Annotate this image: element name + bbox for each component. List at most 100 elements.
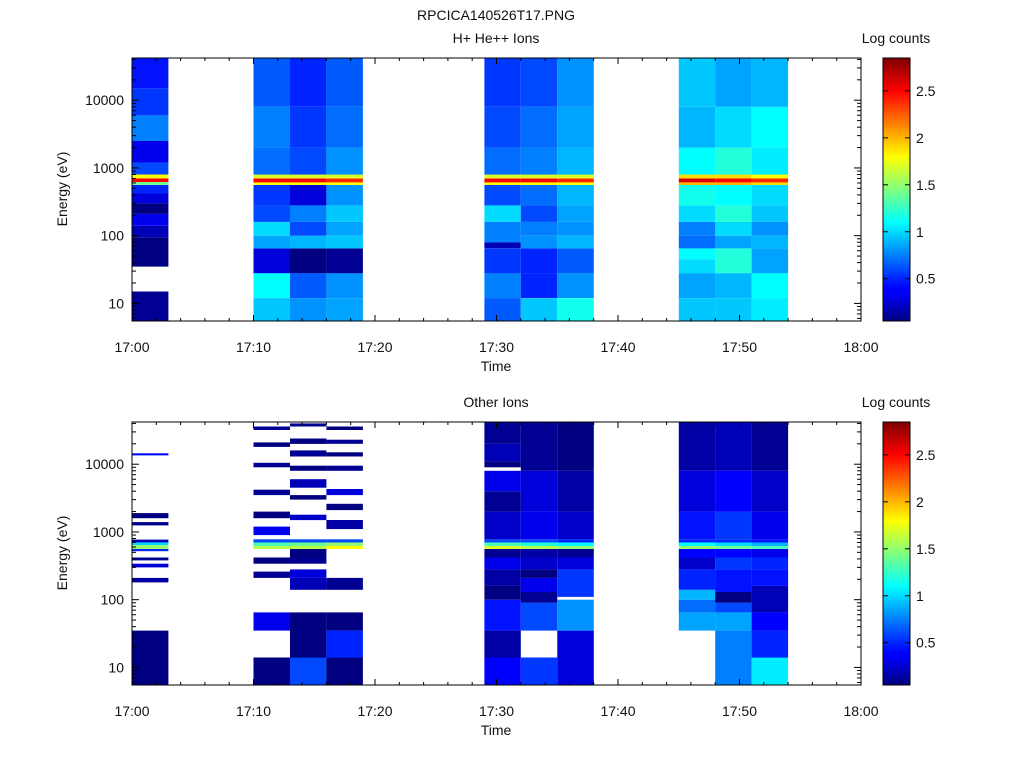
colorbar-tick-label: 2 — [916, 494, 924, 510]
heatmap-cell — [715, 511, 752, 540]
heatmap-cell — [132, 513, 169, 519]
heatmap-cell — [326, 657, 363, 685]
heatmap-cell — [290, 423, 327, 427]
heatmap-cell — [715, 592, 752, 603]
heatmap-cell — [520, 546, 558, 549]
heatmap-cell — [326, 106, 363, 148]
colorbar — [882, 421, 911, 686]
heatmap-cell — [751, 539, 789, 543]
heatmap-cell — [557, 58, 594, 107]
heatmap-cell — [484, 182, 521, 185]
heatmap-cell — [484, 470, 521, 492]
heatmap-cell — [326, 235, 363, 249]
heatmap-cell — [678, 542, 716, 546]
heatmap-cell — [253, 426, 290, 430]
heatmap-cell — [290, 273, 327, 298]
heatmap-cell — [751, 106, 789, 148]
heatmap-cell — [557, 147, 594, 175]
heatmap-cell — [290, 248, 327, 274]
heatmap-cell — [715, 422, 752, 471]
heatmap-cell — [484, 185, 521, 206]
heatmap-cell — [290, 465, 327, 471]
heatmap-cell — [132, 182, 169, 185]
y-tick-label: 10 — [108, 659, 124, 675]
heatmap-cell — [715, 298, 752, 321]
heatmap-cell — [751, 174, 789, 179]
heatmap-cell — [484, 298, 521, 321]
heatmap-cell — [520, 470, 558, 512]
heatmap-cell — [253, 248, 290, 274]
heatmap-cell — [557, 221, 594, 236]
x-tick-label: 17:20 — [357, 339, 392, 355]
heatmap-cell — [290, 178, 327, 183]
heatmap-cell — [751, 612, 789, 631]
heatmap-cell — [484, 273, 521, 298]
heatmap-cell — [557, 182, 594, 185]
heatmap-cell — [484, 461, 521, 468]
heatmap-cell — [678, 178, 716, 183]
heatmap-cell — [751, 511, 789, 540]
heatmap-cell — [290, 174, 327, 179]
colorbar-tick-label: 1 — [916, 224, 924, 240]
heatmap-cell — [132, 557, 169, 561]
figure-title: RPCICA140526T17.PNG — [417, 7, 575, 23]
heatmap-cell — [751, 273, 789, 298]
heatmap-cell — [751, 585, 789, 613]
x-tick-label: 18:00 — [843, 339, 878, 355]
heatmap-cell — [326, 174, 363, 179]
heatmap-cell — [715, 185, 752, 206]
heatmap-cell — [751, 557, 789, 570]
panel-title: H+ He++ Ions — [453, 30, 540, 46]
heatmap-cell — [751, 221, 789, 236]
colorbar-label: Log counts — [862, 30, 931, 46]
heatmap-cell — [326, 489, 363, 496]
heatmap-cell — [132, 549, 169, 552]
heatmap-cell — [253, 235, 290, 249]
heatmap-cell — [751, 205, 789, 222]
heatmap-cell — [484, 205, 521, 222]
heatmap-cell — [520, 221, 558, 236]
heatmap-cell — [678, 589, 716, 600]
heatmap-cell — [520, 542, 558, 546]
heatmap-cell — [557, 539, 594, 543]
heatmap-cell — [253, 462, 290, 468]
heatmap-cell — [678, 422, 716, 471]
heatmap-cell — [253, 442, 290, 447]
heatmap-cell — [132, 178, 169, 182]
heatmap-cell — [715, 58, 752, 107]
heatmap-cell — [290, 58, 327, 107]
heatmap-cell — [678, 549, 716, 558]
heatmap-cell — [678, 546, 716, 549]
heatmap-cell — [557, 557, 594, 570]
heatmap-cell — [290, 235, 327, 249]
heatmap-cell — [326, 426, 363, 430]
colorbar-tick-label: 1.5 — [916, 541, 936, 557]
heatmap-cell — [290, 221, 327, 236]
x-tick-label: 18:00 — [843, 703, 878, 719]
heatmap-cell — [290, 612, 327, 658]
heatmap-cell — [715, 174, 752, 179]
colorbar-tick-label: 2 — [916, 130, 924, 146]
colorbar — [882, 57, 911, 322]
y-tick-label: 100 — [101, 228, 125, 244]
heatmap-cell — [751, 630, 789, 658]
x-tick-label: 17:40 — [600, 703, 635, 719]
heatmap-cell — [751, 182, 789, 185]
heatmap-cell — [326, 273, 363, 298]
heatmap-cell — [557, 106, 594, 148]
heatmap-cell — [290, 298, 327, 321]
heatmap-cell — [751, 248, 789, 274]
heatmap-cell — [520, 106, 558, 148]
heatmap-cell — [557, 542, 594, 546]
heatmap-cell — [484, 242, 521, 249]
heatmap-cell — [484, 549, 521, 558]
heatmap-cell — [132, 453, 169, 456]
heatmap-cell — [484, 657, 521, 685]
heatmap-cell — [520, 657, 558, 685]
heatmap-cell — [520, 235, 558, 249]
heatmap-cell — [715, 106, 752, 148]
heatmap-cell — [290, 542, 327, 546]
heatmap-cell — [557, 422, 594, 471]
heatmap-cell — [132, 539, 169, 543]
